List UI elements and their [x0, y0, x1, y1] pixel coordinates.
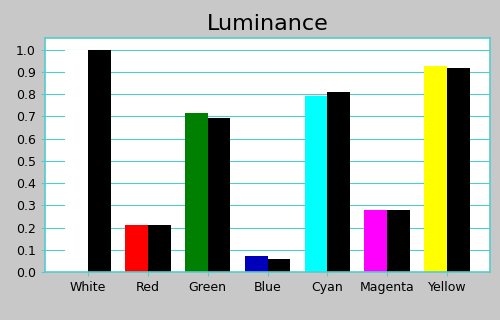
- Bar: [88, 50, 110, 272]
- Bar: [328, 92, 350, 272]
- Bar: [268, 259, 290, 272]
- Bar: [208, 118, 231, 272]
- Bar: [304, 96, 328, 272]
- Bar: [185, 113, 208, 272]
- Bar: [65, 50, 88, 272]
- Bar: [424, 66, 447, 272]
- Title: Luminance: Luminance: [206, 14, 328, 34]
- Bar: [387, 210, 410, 272]
- Bar: [125, 225, 148, 272]
- Bar: [447, 68, 470, 272]
- Bar: [245, 256, 268, 272]
- Bar: [148, 225, 171, 272]
- Bar: [364, 210, 387, 272]
